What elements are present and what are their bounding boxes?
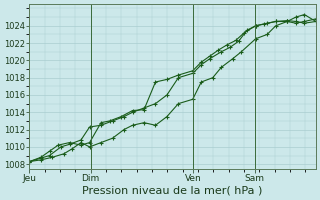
X-axis label: Pression niveau de la mer( hPa ): Pression niveau de la mer( hPa )	[83, 186, 263, 196]
